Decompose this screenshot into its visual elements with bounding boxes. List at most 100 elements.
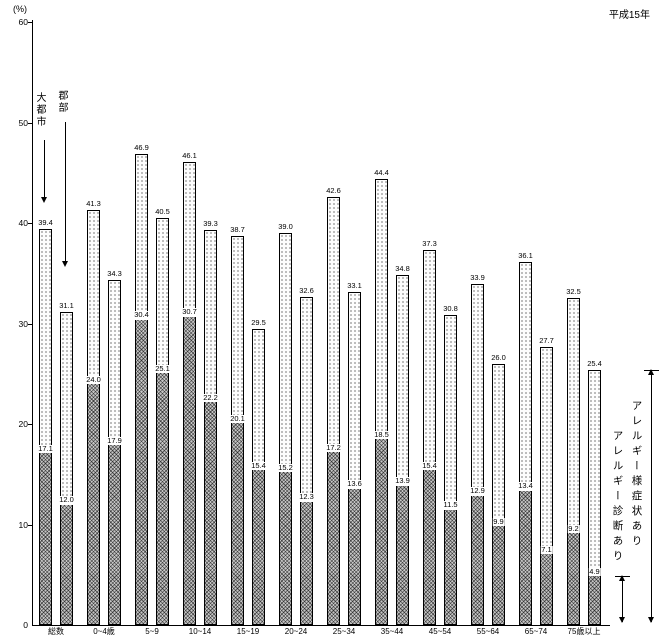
legend-rural-label: 郡部 (56, 90, 67, 114)
bar-diagnosis-segment (61, 503, 72, 624)
y-tick-mark (28, 424, 32, 425)
bar (423, 250, 436, 625)
x-tick-label: 25~34 (332, 627, 356, 636)
y-tick-label: 0 (23, 620, 28, 630)
bar-diagnosis-segment (493, 524, 504, 624)
rural-arrow-icon (62, 122, 68, 267)
bar-diagnosis-label: 15.4 (421, 461, 438, 471)
bar-total-label: 29.5 (251, 317, 266, 327)
bar-diagnosis-segment (589, 574, 600, 624)
y-axis-unit-label: (%) (13, 4, 27, 14)
bar-total-label: 33.1 (347, 281, 362, 291)
bar-diagnosis-label: 22.2 (202, 392, 219, 403)
bar-diagnosis-segment (397, 484, 408, 624)
x-tick-label: 0~4歳 (93, 627, 115, 636)
bar-diagnosis-segment (328, 451, 339, 624)
bar-diagnosis-segment (376, 438, 387, 624)
y-tick-mark (28, 22, 32, 23)
bar-total-label: 46.9 (134, 142, 149, 152)
bar-total-label: 34.3 (107, 269, 122, 279)
y-tick-label: 50 (18, 117, 28, 128)
bar (156, 217, 169, 625)
bar-total-label: 30.8 (443, 304, 458, 314)
bar-total-label: 46.1 (182, 150, 197, 160)
x-tick-label: 15~19 (236, 627, 260, 636)
bar-diagnosis-segment (136, 318, 147, 624)
bar (327, 196, 340, 625)
y-tick-mark (28, 223, 32, 224)
bar-diagnosis-label: 4.9 (588, 566, 601, 576)
bar (444, 315, 457, 625)
bar-diagnosis-segment (232, 421, 243, 624)
y-tick-mark (28, 122, 32, 124)
bar (519, 262, 532, 625)
y-tick-label: 20 (18, 419, 28, 429)
bar (108, 280, 121, 625)
bar-diagnosis-segment (568, 531, 579, 624)
y-tick-label: 40 (18, 218, 28, 228)
bar-diagnosis-label: 25.1 (154, 363, 171, 373)
bar (348, 292, 361, 625)
bar-diagnosis-label: 17.9 (106, 436, 123, 446)
y-tick-mark (28, 524, 32, 526)
bar (492, 363, 505, 625)
x-tick-label: 55~64 (476, 627, 500, 636)
bar-diagnosis-segment (349, 487, 360, 624)
bar-diagnosis-segment (205, 400, 216, 624)
symptoms-range-arrow-icon (644, 368, 659, 624)
bar-total-label: 44.4 (374, 167, 389, 177)
bar-diagnosis-label: 24.0 (85, 374, 102, 385)
bar-diagnosis-label: 30.7 (181, 307, 198, 317)
bar (588, 369, 601, 625)
bar (471, 284, 484, 625)
x-axis-line (32, 625, 610, 626)
year-label: 平成15年 (608, 10, 650, 21)
y-axis-line (32, 20, 33, 626)
bar (39, 229, 52, 625)
bar-diagnosis-segment (520, 489, 531, 624)
bar-diagnosis-segment (253, 469, 264, 624)
bar-diagnosis-segment (88, 382, 99, 624)
bar-total-label: 25.4 (587, 358, 602, 368)
bar-diagnosis-segment (109, 444, 120, 624)
bar (375, 178, 388, 625)
bar (231, 236, 244, 625)
bar-diagnosis-label: 17.1 (37, 444, 54, 454)
arrow-cap (644, 369, 659, 371)
bar-diagnosis-label: 30.4 (133, 310, 150, 320)
bar-diagnosis-segment (40, 452, 51, 624)
bar-total-label: 32.5 (566, 287, 581, 297)
bar-diagnosis-segment (301, 500, 312, 624)
bar-diagnosis-label: 18.5 (373, 430, 390, 440)
bar-diagnosis-label: 15.4 (250, 461, 267, 471)
bar-diagnosis-label: 20.1 (229, 413, 246, 424)
bar-total-label: 39.3 (203, 219, 218, 229)
bar-diagnosis-label: 12.0 (58, 495, 75, 505)
bar (252, 328, 265, 625)
bar-diagnosis-segment (445, 508, 456, 624)
x-tick-label: 65~74 (524, 627, 548, 636)
bar (204, 230, 217, 625)
bar-total-label: 27.7 (539, 335, 554, 345)
bar (540, 346, 553, 625)
bar-diagnosis-label: 13.9 (394, 476, 411, 486)
arrow-cap (615, 575, 630, 577)
bar-diagnosis-label: 9.2 (567, 523, 580, 533)
x-tick-label: 45~54 (428, 627, 452, 636)
legend-city-label: 大都市 (34, 92, 45, 128)
annotation-symptoms-label: アレルギー様症状あり (630, 400, 643, 550)
bar-diagnosis-label: 13.6 (346, 479, 363, 489)
y-tick-label: 60 (18, 17, 28, 27)
bar-total-label: 38.7 (230, 225, 245, 235)
bar (279, 233, 292, 625)
bar (135, 153, 148, 625)
bar-total-label: 40.5 (155, 206, 170, 216)
bar-diagnosis-label: 12.3 (298, 492, 315, 502)
bar-diagnosis-segment (280, 471, 291, 624)
bar-diagnosis-label: 9.9 (492, 516, 505, 526)
bar-diagnosis-label: 15.2 (277, 463, 294, 473)
bar-total-label: 26.0 (491, 352, 506, 362)
annotation-diagnosis-label: アレルギー診断あり (611, 430, 624, 565)
x-tick-label: 75歳以上 (567, 627, 601, 636)
